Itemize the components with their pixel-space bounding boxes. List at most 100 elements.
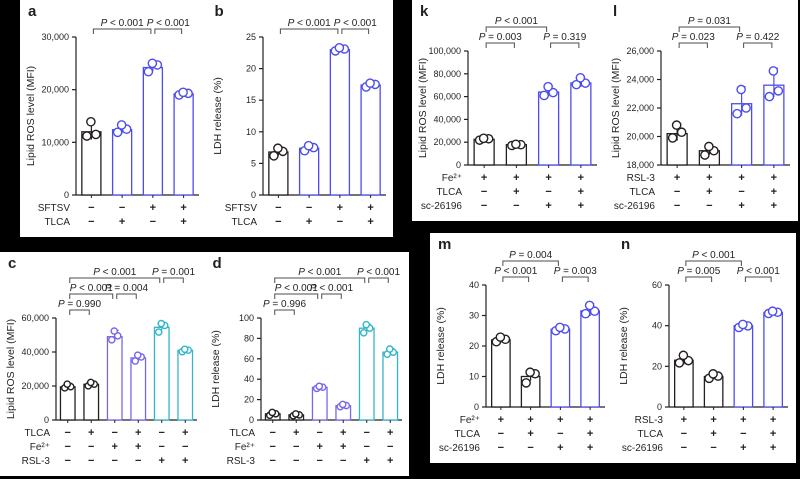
svg-text:+: +	[135, 427, 141, 439]
svg-text:P < 0.001: P < 0.001	[147, 18, 191, 29]
svg-text:0: 0	[657, 402, 662, 412]
svg-text:+: +	[587, 428, 593, 440]
svg-text:−: −	[316, 455, 322, 467]
svg-text:+: +	[527, 414, 533, 426]
svg-text:10: 10	[469, 372, 479, 382]
svg-text:P = 0.990: P = 0.990	[58, 299, 102, 310]
bar-chart-d: 0 20 40 60 80 100 LDH release (%) P < 0.001 P < …	[205, 260, 410, 474]
svg-text:TLCA: TLCA	[637, 429, 663, 440]
svg-text:100: 100	[238, 313, 253, 323]
svg-text:P < 0.001: P < 0.001	[356, 267, 400, 278]
svg-text:40,000: 40,000	[21, 347, 49, 357]
svg-text:60: 60	[652, 280, 662, 290]
svg-text:P = 0.004: P = 0.004	[509, 250, 553, 261]
svg-text:−: −	[65, 427, 71, 439]
bar-chart-l: 18,000 20,000 22,000 24,000 26,000 Lipid ROS …	[605, 9, 798, 219]
svg-text:P = 0.003: P = 0.003	[479, 32, 523, 43]
svg-text:−: −	[498, 442, 504, 454]
svg-text:15: 15	[245, 95, 255, 105]
svg-text:−: −	[513, 200, 519, 212]
svg-text:−: −	[65, 441, 71, 453]
svg-text:−: −	[674, 186, 680, 198]
panel-group-cd: c 0 20,000 40,000 60,000 Lipid ROS level (MF…	[0, 252, 409, 476]
svg-text:0: 0	[474, 402, 479, 412]
svg-text:−: −	[706, 200, 712, 212]
svg-text:60,000: 60,000	[21, 313, 49, 323]
svg-text:−: −	[293, 441, 299, 453]
svg-text:−: −	[363, 441, 369, 453]
svg-text:+: +	[738, 200, 744, 212]
svg-text:−: −	[88, 441, 94, 453]
panel-letter-n: n	[621, 236, 631, 253]
bar-chart-a: 0 10,000 20,000 30,000 Lipid ROS level (MFI)…	[20, 11, 207, 235]
svg-text:30,000: 30,000	[41, 32, 69, 42]
panel-d: d 0 20 40 60 80 100 LDH release (%) P < 0.001 P …	[205, 252, 410, 476]
svg-text:20,000: 20,000	[21, 381, 49, 391]
svg-text:+: +	[340, 441, 346, 453]
svg-text:−: −	[498, 428, 504, 440]
svg-text:+: +	[363, 455, 369, 467]
svg-text:P < 0.001: P < 0.001	[287, 18, 331, 29]
svg-text:−: −	[336, 216, 342, 228]
panel-n: n 0 20 40 60 LDH release (%) P < 0.001 P = 0.0…	[613, 233, 796, 463]
svg-text:+: +	[681, 414, 687, 426]
svg-text:+: +	[710, 414, 716, 426]
svg-text:+: +	[182, 455, 188, 467]
svg-text:+: +	[557, 414, 563, 426]
svg-text:20,000: 20,000	[626, 132, 654, 142]
svg-text:Fe²⁺: Fe²⁺	[234, 442, 254, 453]
svg-text:TLCA: TLCA	[24, 428, 50, 439]
svg-text:+: +	[545, 200, 551, 212]
bar-chart-n: 0 20 40 60 LDH release (%) P < 0.001 P = 0.005…	[613, 243, 796, 461]
svg-text:+: +	[587, 414, 593, 426]
bar-chart-m: 0 10 20 30 40 LDH release (%) P = 0.004 P < 0.0…	[430, 243, 613, 461]
svg-text:22,000: 22,000	[626, 103, 654, 113]
svg-text:RSL-3: RSL-3	[635, 415, 664, 426]
svg-text:+: +	[578, 186, 584, 198]
svg-text:−: −	[681, 442, 687, 454]
svg-text:20: 20	[243, 395, 253, 405]
svg-text:+: +	[336, 202, 342, 214]
svg-text:+: +	[159, 455, 165, 467]
svg-text:P < 0.001: P < 0.001	[333, 18, 377, 29]
svg-text:−: −	[481, 200, 487, 212]
svg-text:RSL-3: RSL-3	[226, 456, 255, 467]
svg-text:LDH release (%): LDH release (%)	[618, 307, 630, 385]
svg-text:−: −	[135, 455, 141, 467]
svg-text:SFTSV: SFTSV	[224, 203, 257, 214]
svg-text:−: −	[65, 455, 71, 467]
svg-text:Fe²⁺: Fe²⁺	[30, 442, 50, 453]
svg-text:−: −	[387, 441, 393, 453]
svg-text:P = 0.003: P = 0.003	[554, 266, 598, 277]
svg-text:−: −	[119, 202, 125, 214]
svg-text:+: +	[770, 414, 776, 426]
svg-text:+: +	[738, 172, 744, 184]
svg-text:+: +	[316, 441, 322, 453]
panel-group-ab: a 0 10,000 20,000 30,000 Lipid ROS level (MF…	[20, 0, 393, 237]
svg-text:5: 5	[250, 158, 255, 168]
svg-text:+: +	[293, 427, 299, 439]
svg-text:TLCA: TLCA	[231, 217, 257, 228]
panel-letter-k: k	[420, 3, 429, 20]
svg-text:sc-26196: sc-26196	[614, 201, 656, 212]
svg-text:−: −	[545, 186, 551, 198]
svg-text:LDH release (%): LDH release (%)	[210, 330, 222, 408]
svg-text:P = 0.319: P = 0.319	[543, 32, 587, 43]
svg-text:RSL-3: RSL-3	[22, 456, 51, 467]
svg-text:P < 0.001: P < 0.001	[274, 283, 318, 294]
svg-text:+: +	[305, 216, 311, 228]
svg-text:−: −	[269, 441, 275, 453]
svg-text:+: +	[578, 172, 584, 184]
panel-c: c 0 20,000 40,000 60,000 Lipid ROS level (MF…	[0, 252, 205, 476]
svg-text:Lipid ROS level (MFI): Lipid ROS level (MFI)	[25, 66, 37, 166]
svg-text:+: +	[587, 442, 593, 454]
svg-text:P < 0.001: P < 0.001	[737, 266, 781, 277]
svg-text:+: +	[545, 172, 551, 184]
svg-text:+: +	[770, 428, 776, 440]
svg-text:−: −	[159, 441, 165, 453]
svg-text:+: +	[710, 428, 716, 440]
panel-letter-d: d	[212, 255, 222, 272]
panel-letter-c: c	[8, 255, 17, 272]
svg-text:20: 20	[245, 64, 255, 74]
svg-text:P = 0.004: P = 0.004	[105, 283, 149, 294]
